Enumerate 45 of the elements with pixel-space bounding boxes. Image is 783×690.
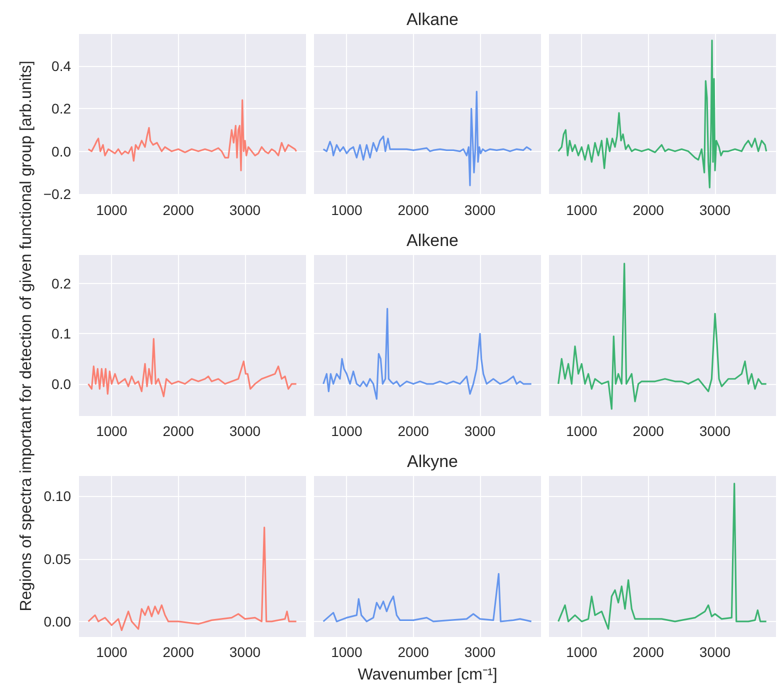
x-tick-label: 3000 [229, 423, 261, 439]
y-tick-label: 0.10 [44, 488, 72, 504]
x-tick-label: 3000 [699, 423, 731, 439]
x-tick-label: 3000 [464, 644, 496, 660]
x-tick-label: 1000 [331, 423, 362, 439]
x-tick-label: 2000 [398, 202, 430, 218]
x-tick-label: 2000 [162, 644, 194, 660]
x-tick-label: 3000 [464, 423, 496, 439]
x-tick-label: 3000 [229, 202, 261, 218]
x-tick-label: 2000 [632, 423, 664, 439]
y-tick-label: 0.4 [52, 58, 72, 74]
chart-title: Alkene [406, 231, 458, 250]
x-tick-label: 2000 [632, 202, 664, 218]
x-tick-label: 1000 [96, 202, 128, 218]
y-axis-title: Regions of spectra important for detection of given functional group [arb.units] [18, 60, 36, 611]
y-tick-label: 0.1 [52, 326, 72, 342]
x-tick-label: 1000 [566, 423, 598, 439]
y-tick-label: −0.2 [43, 186, 72, 202]
y-tick-label: 0.0 [52, 143, 72, 160]
chart-title: Alkyne [406, 452, 458, 471]
x-tick-label: 1000 [331, 202, 362, 218]
x-tick-label: 3000 [699, 644, 731, 660]
y-tick-label: 0.00 [44, 613, 72, 630]
x-tick-label: 3000 [699, 202, 731, 218]
x-tick-label: 2000 [398, 423, 430, 439]
y-tick-label: 0.05 [44, 550, 72, 567]
y-tick-label: 0.2 [52, 100, 72, 117]
x-axis-title: Wavenumber [cm⁻¹] [358, 666, 498, 684]
x-tick-label: 1000 [96, 644, 128, 660]
x-tick-label: 1000 [566, 202, 598, 218]
line-series [88, 338, 298, 398]
x-tick-label: 2000 [162, 202, 194, 218]
x-tick-label: 2000 [398, 644, 430, 660]
y-tick-label: 0.2 [52, 276, 72, 292]
x-tick-label: 2000 [632, 644, 664, 660]
x-tick-label: 1000 [96, 423, 128, 439]
x-tick-label: 3000 [229, 644, 261, 660]
y-tick-label: 0.0 [52, 376, 72, 392]
line-series [88, 99, 298, 172]
chart-title: Alkane [406, 10, 458, 29]
line-series [88, 526, 298, 632]
x-tick-label: 2000 [162, 423, 194, 439]
x-tick-label: 3000 [464, 202, 496, 218]
x-tick-label: 1000 [566, 644, 598, 660]
x-tick-label: 1000 [331, 644, 362, 660]
